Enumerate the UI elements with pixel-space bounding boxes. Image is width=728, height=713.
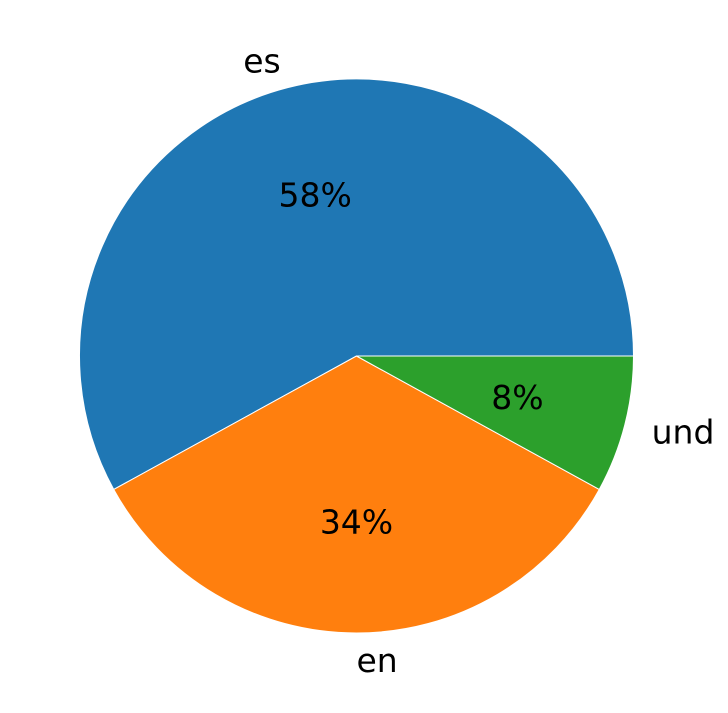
pie-pct-label-es: 58% xyxy=(278,176,351,215)
pie-slice-en xyxy=(113,355,600,634)
pie-slice-es xyxy=(79,78,635,491)
labels-layer: 58% es 34% en 8% und xyxy=(243,41,714,680)
pie-category-label-en: en xyxy=(357,641,398,680)
pie-slice-und xyxy=(356,355,635,491)
pie-category-label-es: es xyxy=(243,41,281,80)
pie-category-label-und: und xyxy=(652,412,715,451)
slices-layer xyxy=(79,78,635,634)
pie-pct-label-en: 34% xyxy=(320,503,393,542)
pie-pct-label-und: 8% xyxy=(491,378,543,417)
